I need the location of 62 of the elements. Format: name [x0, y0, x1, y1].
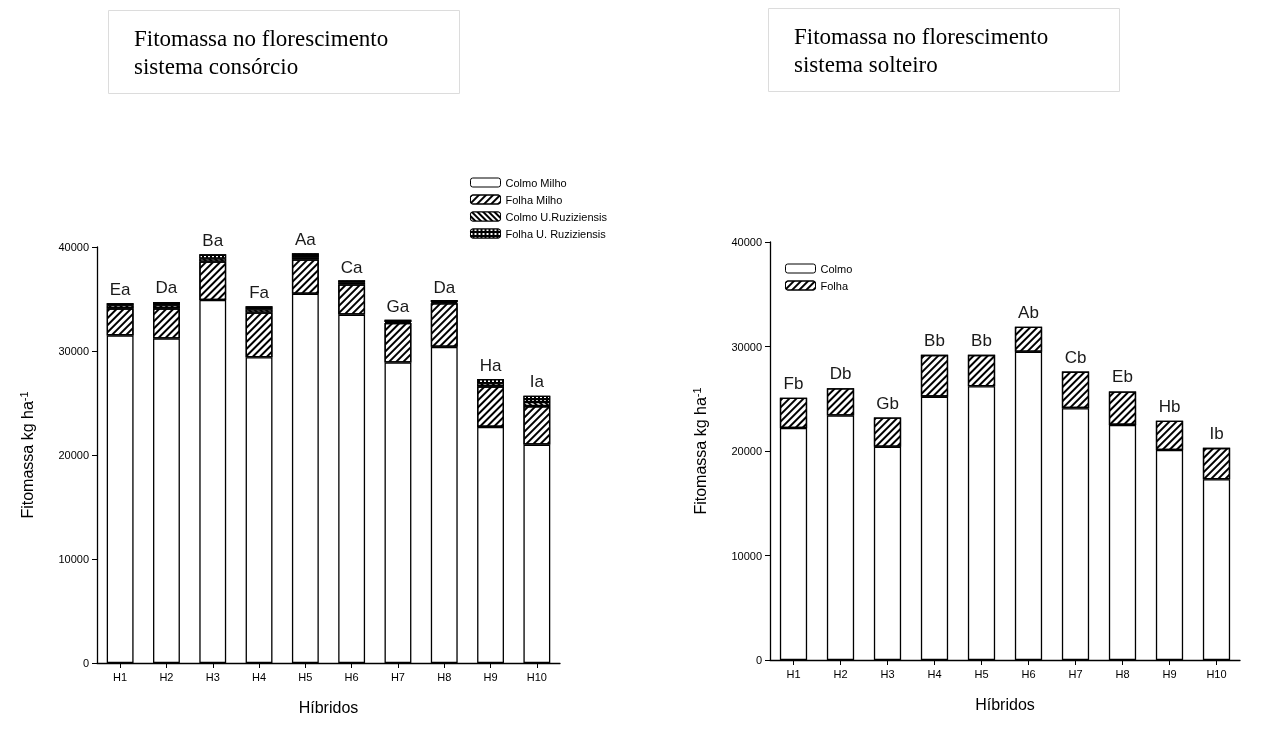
y-tick-label: 20000	[58, 449, 89, 461]
x-tick-label: H2	[159, 670, 174, 683]
annotation: Hb	[1158, 397, 1181, 417]
x-tick-label: H9	[1162, 667, 1177, 680]
y-tick-label: 40000	[731, 236, 762, 248]
legend-label: Folha Milho	[505, 193, 563, 206]
x-tick-label: H2	[833, 667, 848, 680]
annotation: Cb	[1064, 347, 1087, 367]
legend-label: Folha	[820, 279, 849, 292]
annotation: Ca	[340, 257, 364, 277]
y-axis-title: Fitomassa kg ha-1	[17, 391, 36, 519]
annotation: Ab	[1018, 302, 1039, 322]
annotation: Bb	[971, 330, 992, 350]
annotation: Ia	[529, 371, 545, 391]
y-tick-label: 0	[755, 654, 762, 666]
y-tick-label: 20000	[731, 445, 762, 457]
x-tick-label: H4	[927, 667, 942, 680]
chart-title: Fitomassa no florescimento sistema solteiro	[794, 23, 1054, 77]
y-tick-label: 40000	[58, 241, 89, 253]
annotation: Da	[155, 278, 178, 298]
annotation: Ib	[1209, 423, 1224, 443]
x-tick-label: H6	[344, 670, 359, 683]
annotation: Fb	[783, 373, 804, 393]
chart-title: Fitomassa no florescimento sistema consórcio	[134, 25, 394, 79]
annotation: Ha	[479, 356, 502, 376]
x-tick-label: H1	[786, 667, 801, 680]
x-tick-label: H1	[113, 670, 128, 683]
annotation: Da	[433, 277, 456, 297]
y-tick-label: 10000	[58, 553, 89, 565]
x-tick-label: H3	[880, 667, 895, 680]
x-tick-label: H8	[1115, 667, 1130, 680]
y-tick-label: 30000	[731, 340, 762, 353]
x-tick-label: H4	[252, 670, 267, 683]
legend-label: Colmo Milho	[505, 176, 567, 189]
x-tick-label: H7	[1068, 667, 1083, 680]
annotation: Ea	[109, 280, 132, 300]
annotation: Bb	[924, 330, 945, 350]
x-tick-label: H7	[390, 670, 405, 683]
y-tick-label: 0	[82, 657, 89, 669]
annotation: Ba	[202, 230, 224, 250]
annotation: Db	[829, 364, 852, 384]
x-axis-title: Híbridos	[975, 695, 1035, 713]
legend-label: Folha U. Ruziziensis	[505, 227, 607, 240]
x-tick-label: H10	[1206, 667, 1227, 680]
x-tick-label: H5	[974, 667, 989, 680]
x-tick-label: H3	[205, 670, 220, 683]
annotation: Eb	[1112, 367, 1133, 387]
annotation: Aa	[294, 229, 317, 249]
x-tick-label: H6	[1021, 667, 1036, 680]
legend-label: Colmo U.Ruziziensis	[505, 210, 608, 223]
x-tick-label: H5	[298, 670, 313, 683]
annotation: Gb	[876, 393, 899, 413]
y-axis-title: Fitomassa kg ha-1	[690, 387, 709, 515]
y-tick-label: 10000	[731, 549, 762, 562]
annotation: Ga	[386, 296, 410, 316]
y-tick-label: 30000	[58, 345, 89, 357]
x-tick-label: H9	[483, 670, 498, 683]
x-tick-label: H10	[526, 670, 547, 683]
x-tick-label: H8	[437, 670, 452, 683]
annotation: Fa	[249, 282, 270, 302]
legend-label: Colmo	[820, 262, 853, 275]
x-axis-title: Híbridos	[298, 698, 359, 716]
